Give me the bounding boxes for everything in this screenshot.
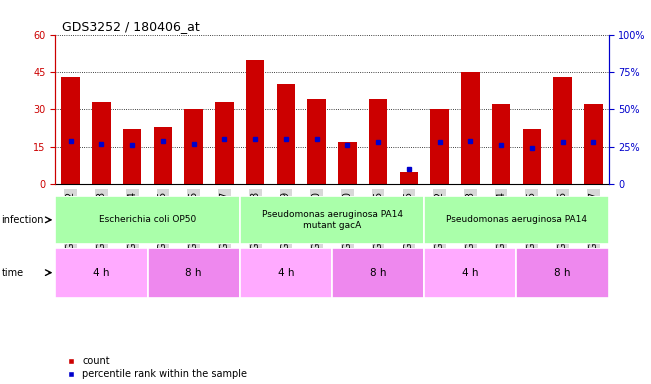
- Bar: [523, 129, 541, 184]
- Text: 4 h: 4 h: [462, 268, 478, 278]
- Bar: [92, 102, 111, 184]
- Text: GDS3252 / 180406_at: GDS3252 / 180406_at: [62, 20, 200, 33]
- Bar: [246, 60, 264, 184]
- Bar: [307, 99, 326, 184]
- Text: Pseudomonas aeruginosa PA14
mutant gacA: Pseudomonas aeruginosa PA14 mutant gacA: [262, 210, 402, 230]
- Text: Pseudomonas aeruginosa PA14: Pseudomonas aeruginosa PA14: [446, 215, 587, 224]
- Bar: [553, 77, 572, 184]
- Text: time: time: [1, 268, 23, 278]
- Text: 4 h: 4 h: [93, 268, 110, 278]
- Bar: [516, 248, 609, 298]
- Text: 8 h: 8 h: [186, 268, 202, 278]
- Bar: [240, 248, 332, 298]
- Bar: [184, 109, 203, 184]
- Text: 8 h: 8 h: [554, 268, 571, 278]
- Bar: [461, 72, 480, 184]
- Bar: [240, 196, 424, 244]
- Bar: [61, 77, 80, 184]
- Text: 4 h: 4 h: [277, 268, 294, 278]
- Bar: [338, 142, 357, 184]
- Bar: [424, 196, 609, 244]
- Bar: [424, 248, 516, 298]
- Legend: count, percentile rank within the sample: count, percentile rank within the sample: [66, 356, 247, 379]
- Bar: [55, 248, 148, 298]
- Bar: [154, 127, 172, 184]
- Text: 8 h: 8 h: [370, 268, 387, 278]
- Bar: [277, 84, 295, 184]
- Bar: [123, 129, 141, 184]
- Bar: [332, 248, 424, 298]
- Bar: [215, 102, 234, 184]
- Text: Escherichia coli OP50: Escherichia coli OP50: [99, 215, 196, 224]
- Text: infection: infection: [1, 215, 44, 225]
- Bar: [584, 104, 603, 184]
- Bar: [430, 109, 449, 184]
- Bar: [400, 172, 418, 184]
- Bar: [492, 104, 510, 184]
- Bar: [369, 99, 387, 184]
- Bar: [148, 248, 240, 298]
- Bar: [55, 196, 240, 244]
